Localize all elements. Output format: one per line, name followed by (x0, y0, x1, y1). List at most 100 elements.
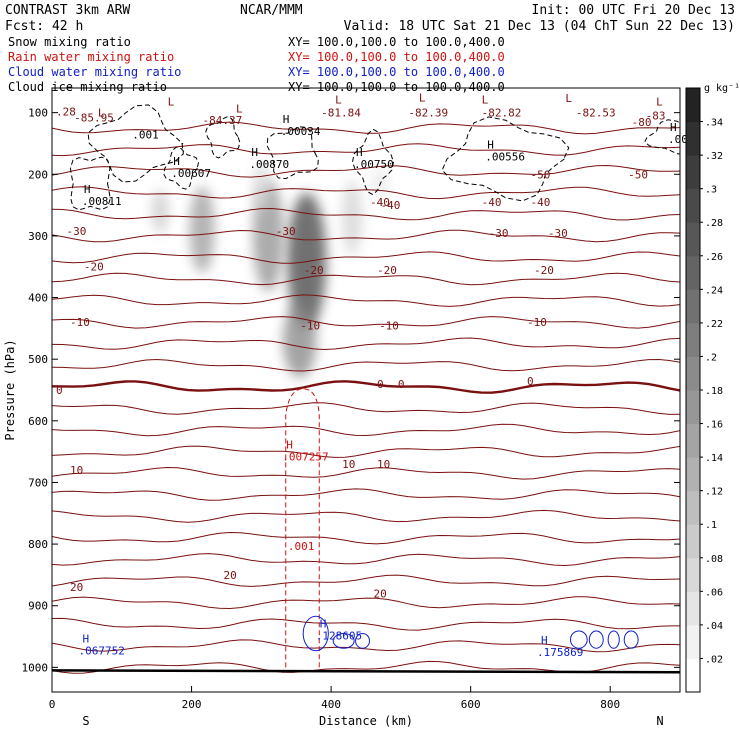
colorbar-swatch (686, 322, 700, 357)
colorbar-swatch (686, 188, 700, 223)
temperature-contour-line (52, 251, 680, 264)
cloud-max-value: .067752 (79, 645, 125, 658)
init-time: Init: 00 UTC Fri 20 Dec 13 (532, 3, 736, 18)
cloud-water-contour-line (588, 630, 604, 649)
temperature-contour-label: -81.84 (321, 107, 361, 120)
field-legend-name: Cloud water mixing ratio (8, 65, 181, 79)
colorbar-tick-label: .08 (705, 554, 723, 565)
y-tick-label: 900 (28, 600, 48, 613)
extremum-marker: L (335, 93, 342, 106)
temperature-contour-label: -85.95 (74, 112, 114, 125)
snow-contour-line (69, 156, 111, 211)
snow-contours (69, 104, 680, 211)
snow-shading-cell (151, 189, 169, 233)
field-legend-name: Snow mixing ratio (8, 35, 131, 49)
rain-contours (285, 388, 320, 668)
colorbar-swatch (686, 457, 700, 492)
temperature-contour-label: -10 (527, 316, 547, 329)
temperature-contour-line (52, 207, 680, 221)
extremum-marker: H (487, 138, 494, 151)
snow-shading-cell (252, 161, 270, 212)
run-title: CONTRAST 3km ARW (5, 3, 130, 18)
y-tick-label: 500 (28, 353, 48, 366)
colorbar-tick-label: .22 (705, 319, 723, 330)
temperature-contour-line (52, 380, 680, 394)
temperature-contour-label: -10 (379, 319, 399, 332)
temperature-contour-label: -40 (482, 196, 502, 209)
colorbar-swatch (686, 390, 700, 425)
temperature-contour-label: -20 (534, 264, 554, 277)
temperature-contour-line (52, 143, 680, 157)
valid-time: Valid: 18 UTC Sat 21 Dec 13 (04 ChT Sun … (344, 19, 735, 34)
field-legend-xy: XY= 100.0,100.0 to 100.0,400.0 (288, 80, 505, 94)
extremum-marker: L (236, 103, 243, 116)
temperature-contour-label: -84.37 (203, 114, 243, 127)
colorbar-swatch (686, 155, 700, 190)
north-label: N (656, 714, 663, 728)
cloud-max-marker: H (83, 633, 90, 646)
rain-contour-line (285, 388, 320, 668)
colorbar-swatch (686, 356, 700, 391)
temperature-contour-label: .28 (56, 105, 76, 118)
snow-contour-line (441, 116, 570, 202)
colorbar-tick-label: .32 (705, 151, 723, 162)
temperature-contour-label: -20 (377, 264, 397, 277)
temperature-contour-line (52, 423, 680, 437)
colorbar-tick-label: .24 (705, 285, 723, 296)
cloud-max-value: .175869 (537, 646, 583, 659)
field-legend: Snow mixing ratio XY= 100.0,100.0 to 100.… (8, 35, 505, 94)
cloud-water-contour-line (607, 630, 620, 649)
colorbar-tick-label: .34 (705, 118, 723, 129)
cloud-water-contour-line (332, 632, 355, 649)
colorbar-swatch (686, 591, 700, 626)
temperature-contour-line (52, 294, 680, 307)
colorbar-tick-label: .14 (705, 453, 723, 464)
extremum-marker: H (670, 121, 677, 134)
temperature-contour-label: -80 (632, 116, 652, 129)
temperature-contour-label: -83 (646, 110, 666, 123)
temperature-contour-label: -30 (548, 227, 568, 240)
colorbar-swatch (686, 624, 700, 659)
temperature-contour-label: -40 (530, 196, 550, 209)
temperature-contour-label: 10 (342, 458, 355, 471)
extremum-marker: L (419, 92, 426, 105)
x-tick-label: 400 (321, 698, 341, 711)
temperature-contour-line (52, 509, 680, 523)
extremum-value: .00034 (281, 125, 321, 138)
cloud-water-contour-line (569, 630, 588, 649)
colorbar-tick-label: .26 (705, 252, 723, 263)
snow-contour-line (87, 104, 184, 183)
extremum-value: .00607 (171, 167, 211, 180)
x-tick-label: 800 (600, 698, 620, 711)
snow-contour-line (163, 146, 200, 190)
snow-shading-cell (282, 303, 317, 378)
extremum-marker: L (656, 95, 663, 108)
center-title: NCAR/MMM (240, 3, 303, 18)
snow-contour-label: .001 (132, 129, 159, 142)
y-tick-label: 600 (28, 415, 48, 428)
rain-contour-label: .001 (288, 540, 315, 553)
x-axis-label: Distance (km) (319, 714, 413, 728)
cloud-water-contours (302, 615, 639, 652)
extremum-value: .00556 (485, 150, 525, 163)
temperature-contour-line (52, 596, 680, 610)
temperature-contour-line (52, 574, 680, 587)
temperature-contour-line (52, 402, 680, 415)
snow-contour-line (644, 119, 680, 155)
cloud-water-contour-line (623, 630, 639, 649)
temperature-contour-label: -50 (628, 168, 648, 181)
colorbar-swatch (686, 524, 700, 559)
extremum-value: .00750 (354, 158, 394, 171)
temperature-contour-line (52, 553, 680, 567)
colorbar-swatch (686, 121, 700, 156)
extremum-marker: L (565, 92, 572, 105)
colorbar-swatch (686, 557, 700, 592)
field-legend-name: Cloud ice mixing ratio (8, 80, 167, 94)
extremum-marker: H (283, 113, 290, 126)
temperature-contour-line (52, 488, 680, 501)
temperature-contour-label: 10 (377, 458, 390, 471)
header: CONTRAST 3km ARW Fcst: 42 h NCAR/MMM Ini… (5, 3, 735, 94)
temperature-contour-line (52, 617, 680, 631)
extremum-marker: L (168, 95, 175, 108)
